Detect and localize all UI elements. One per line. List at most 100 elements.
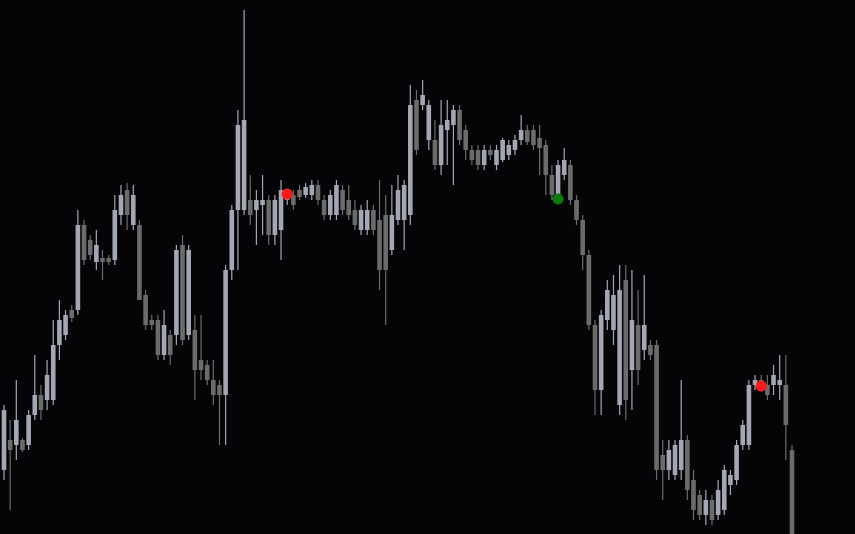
candle-body xyxy=(672,445,678,475)
candle-body xyxy=(291,195,296,205)
candle-body xyxy=(198,360,204,370)
candle-body xyxy=(44,375,50,400)
candle-body xyxy=(204,365,210,380)
candle-body xyxy=(377,220,382,270)
candle-body xyxy=(297,190,302,197)
candle-body xyxy=(537,138,542,148)
candle-body xyxy=(241,120,247,210)
candle-body xyxy=(118,195,124,215)
candle-body xyxy=(660,455,666,470)
candle-body xyxy=(38,395,44,410)
candle-body xyxy=(561,160,567,175)
candle-body xyxy=(389,215,395,250)
candle-body xyxy=(272,200,278,235)
candle-body xyxy=(746,385,752,445)
candle-body xyxy=(777,380,782,385)
candle-body xyxy=(789,450,795,534)
candle-body xyxy=(346,200,352,215)
candle-body xyxy=(186,250,191,335)
candle-body xyxy=(734,445,739,480)
candle-body xyxy=(106,258,111,262)
candle-body xyxy=(401,185,407,220)
candle-body xyxy=(371,210,376,230)
candle-body xyxy=(174,250,179,335)
candle-body xyxy=(629,320,635,370)
signal-dot xyxy=(552,193,564,205)
candle-body xyxy=(14,420,19,445)
candle-body xyxy=(494,150,499,165)
candle-body xyxy=(69,310,75,318)
candle-body xyxy=(678,440,684,470)
candle-body xyxy=(75,225,81,310)
candle-body xyxy=(617,290,622,405)
candle-body xyxy=(506,145,512,155)
candle-body xyxy=(143,295,148,325)
candle-body xyxy=(531,130,536,145)
candle-body xyxy=(703,500,709,515)
candle-body xyxy=(740,425,746,445)
candle-body xyxy=(235,125,241,210)
signal-dot xyxy=(281,188,293,200)
candle-body xyxy=(7,440,13,450)
candle-body xyxy=(414,100,419,150)
candle-body xyxy=(112,210,118,260)
candle-body xyxy=(303,187,308,195)
candle-body xyxy=(500,140,505,160)
candle-body xyxy=(432,140,438,165)
candle-body xyxy=(666,450,672,470)
candle-body xyxy=(586,255,592,325)
candle-body xyxy=(648,345,653,355)
candle-body xyxy=(278,190,284,230)
candle-body xyxy=(340,190,345,210)
candle-body xyxy=(481,150,487,165)
candle-body xyxy=(488,150,493,155)
candle-body xyxy=(352,210,358,225)
candle-body xyxy=(524,130,530,142)
candle-body xyxy=(192,330,198,370)
candle-body xyxy=(130,195,136,225)
candle-body xyxy=(611,295,616,330)
candle-body xyxy=(50,345,56,400)
candle-body xyxy=(641,325,647,350)
candle-body xyxy=(598,315,604,390)
candle-body xyxy=(623,280,629,400)
candle-body xyxy=(691,480,696,510)
candle-body xyxy=(247,200,253,215)
candle-body xyxy=(223,270,228,395)
candle-body xyxy=(543,145,549,175)
candle-body xyxy=(555,165,561,195)
candle-body xyxy=(20,440,25,450)
candle-body xyxy=(1,410,7,470)
candle-body xyxy=(266,200,272,235)
candle-body xyxy=(451,110,456,125)
candle-body xyxy=(444,120,450,130)
candle-body xyxy=(635,325,641,370)
candle-body xyxy=(211,380,216,395)
candle-body xyxy=(155,320,161,355)
candle-body xyxy=(315,185,321,200)
candle-body xyxy=(334,185,339,215)
candle-body xyxy=(420,95,425,105)
candle-body xyxy=(94,245,99,262)
candle-body xyxy=(395,190,401,220)
candle-body xyxy=(217,385,222,395)
candle-body xyxy=(137,225,142,300)
candle-body xyxy=(721,470,727,510)
candle-body xyxy=(783,385,789,425)
candle-body xyxy=(475,150,481,165)
candle-body xyxy=(654,345,659,470)
candle-body xyxy=(426,105,432,140)
candle-body xyxy=(254,200,259,210)
candle-body xyxy=(149,320,155,325)
candle-body xyxy=(512,140,518,150)
candle-body xyxy=(57,320,62,345)
candle-body xyxy=(605,290,610,320)
candle-body xyxy=(728,475,733,485)
candle-body xyxy=(100,258,105,262)
candle-body xyxy=(765,385,770,395)
candle-body xyxy=(580,220,585,255)
candle-body xyxy=(260,200,265,205)
candle-body xyxy=(574,200,579,220)
candle-body xyxy=(63,315,68,335)
